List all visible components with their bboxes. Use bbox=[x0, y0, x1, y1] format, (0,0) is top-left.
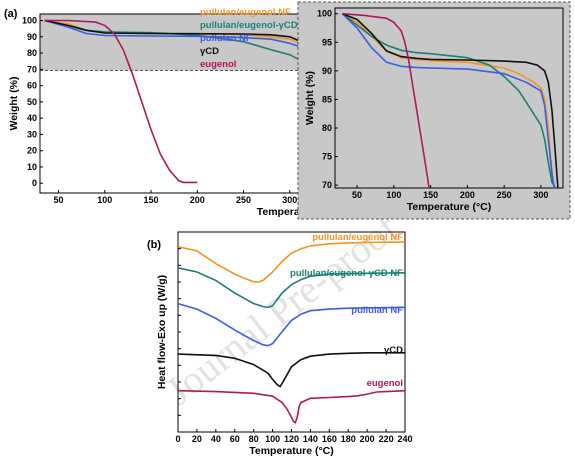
series-line-gammacd bbox=[177, 352, 405, 388]
x-tick-label: 100 bbox=[265, 434, 280, 444]
x-tick-label: 200 bbox=[190, 195, 205, 205]
y-tick-label: 90 bbox=[27, 32, 37, 42]
x-tick-label: 50 bbox=[352, 190, 362, 200]
x-tick-label: 180 bbox=[341, 434, 356, 444]
x-tick-label: 60 bbox=[230, 434, 240, 444]
series-line-pullulan-eugenol-nf bbox=[341, 13, 555, 189]
panel-a-inset-chart: 50 100 150 200 250 300 70 75 80 85 90 95 100 Temperat… bbox=[297, 1, 571, 220]
x-tick-label: 140 bbox=[303, 434, 318, 444]
panel-label: (b) bbox=[147, 239, 161, 251]
x-tick-label: 160 bbox=[322, 434, 337, 444]
y-tick-label: 20 bbox=[27, 146, 37, 156]
legend-entry-pullulan-eugenol-nf: pullulan/eugenol NF bbox=[200, 7, 291, 18]
zoom-region-shade bbox=[40, 14, 318, 71]
curve-label-pullulan-nf: pullulan NF bbox=[351, 305, 403, 316]
y-tick-label: 100 bbox=[22, 16, 37, 26]
series-line-eugenol bbox=[342, 12, 430, 189]
series-line-pullulan-eugenol-gammacd-nf bbox=[341, 13, 557, 189]
curve-label-pullulan-eugenol-gammacd-nf: pullulan/eugenol-γCD NF bbox=[290, 268, 403, 279]
x-tick-label: 40 bbox=[211, 434, 221, 444]
series-line-pullulan-eugenol-nf bbox=[177, 241, 406, 283]
curve-label-eugenol: eugenol bbox=[367, 378, 403, 389]
series-line-pullulan-nf bbox=[341, 13, 555, 189]
x-axis-title: Temperature (°C) bbox=[249, 445, 334, 457]
y-tick-label: 70 bbox=[27, 64, 37, 74]
series-line-eugenol bbox=[177, 389, 406, 424]
x-tick-label: 150 bbox=[143, 195, 158, 205]
x-tick-label: 250 bbox=[236, 195, 251, 205]
series-line-pullulan-nf bbox=[177, 302, 406, 347]
y-tick-label: 80 bbox=[322, 123, 332, 133]
legend-entry-pullulan-nf: pullulan NF bbox=[200, 33, 252, 44]
y-tick-label: 0 bbox=[32, 178, 37, 188]
legend-entry-pullulan-eugenol-gammacd-nf: pullulan/eugenol-γCD NF bbox=[200, 20, 313, 31]
panel-label: (a) bbox=[4, 8, 18, 20]
x-tick-label: 200 bbox=[460, 190, 475, 200]
series-line-eugenol bbox=[44, 19, 198, 184]
x-tick-label: 150 bbox=[423, 190, 438, 200]
y-axis-title: Weight (%) bbox=[304, 71, 316, 125]
plot-frame bbox=[334, 7, 564, 189]
x-tick-label: 250 bbox=[497, 190, 512, 200]
y-tick-label: 95 bbox=[322, 37, 332, 47]
y-axis-title: Weight (%) bbox=[8, 76, 20, 130]
series-line-pullulan-eugenol-gammacd-nf bbox=[177, 267, 406, 309]
x-tick-label: 0 bbox=[175, 434, 180, 444]
curve-label-gammacd: γCD bbox=[384, 345, 403, 356]
y-tick-label: 85 bbox=[322, 94, 332, 104]
x-tick-label: 240 bbox=[397, 434, 412, 444]
y-tick-label: 50 bbox=[27, 97, 37, 107]
panel-b-dsc-chart: 0 20 40 60 80 100 120 140 160 180 200 220 240 Tempera… bbox=[147, 231, 413, 457]
x-axis-title: Temperature (°C) bbox=[407, 201, 492, 213]
y-tick-label: 100 bbox=[317, 9, 332, 19]
legend-entry-eugenol: eugenol bbox=[200, 59, 236, 70]
y-tick-label: 60 bbox=[27, 81, 37, 91]
y-axis-title: Heat flow-Exo up (W/g) bbox=[156, 275, 168, 389]
y-tick-label: 90 bbox=[322, 66, 332, 76]
x-tick-label: 80 bbox=[249, 434, 259, 444]
legend-entry-gammacd: γCD bbox=[200, 46, 219, 57]
y-tick-label: 75 bbox=[322, 152, 332, 162]
y-tick-label: 40 bbox=[27, 113, 37, 123]
x-tick-label: 50 bbox=[53, 195, 63, 205]
y-tick-label: 80 bbox=[27, 48, 37, 58]
x-tick-label: 300 bbox=[533, 190, 548, 200]
x-tick-label: 200 bbox=[360, 434, 375, 444]
x-tick-label: 300 bbox=[282, 195, 297, 205]
x-tick-label: 100 bbox=[386, 190, 401, 200]
x-tick-label: 100 bbox=[97, 195, 112, 205]
x-tick-label: 220 bbox=[379, 434, 394, 444]
series-line-gammacd bbox=[342, 12, 559, 189]
x-tick-label: 20 bbox=[192, 434, 202, 444]
y-tick-label: 10 bbox=[27, 162, 37, 172]
inset-background bbox=[297, 1, 571, 220]
curve-label-pullulan-eugenol-nf: pullulan/eugenol NF bbox=[312, 232, 403, 243]
x-tick-label: 120 bbox=[284, 434, 299, 444]
y-tick-label: 30 bbox=[27, 129, 37, 139]
y-tick-label: 70 bbox=[322, 180, 332, 190]
